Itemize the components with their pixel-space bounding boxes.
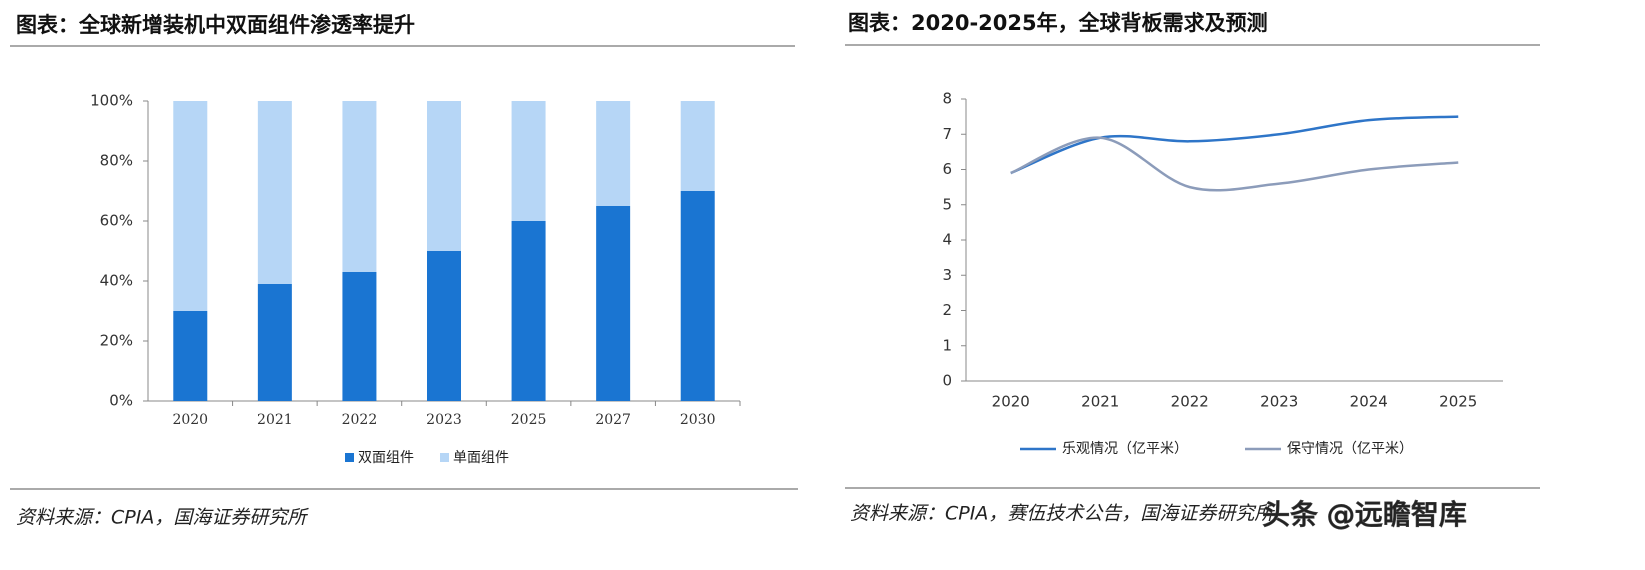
bar-segment: [680, 191, 715, 401]
x-tick-label: 2021: [257, 412, 293, 428]
legend-label: 乐观情况（亿平米）: [1062, 441, 1188, 457]
y-tick-label: 2: [942, 301, 952, 319]
legend-label: 单面组件: [453, 450, 509, 466]
x-tick-label: 2022: [342, 412, 378, 428]
source: 资料来源：CPIA，国海证券研究所: [16, 507, 309, 529]
watermark: 头条 @远瞻智库: [1262, 498, 1467, 531]
x-tick-label: 2024: [1350, 393, 1388, 411]
legend-label: 双面组件: [358, 450, 414, 466]
x-tick-label: 2027: [595, 412, 631, 428]
legend-label: 保守情况（亿平米）: [1287, 441, 1413, 457]
y-tick-label: 1: [942, 336, 952, 354]
bar-segment: [511, 221, 546, 401]
bar-segment: [427, 251, 461, 401]
y-tick-label: 3: [942, 266, 952, 284]
x-tick-label: 2022: [1171, 393, 1209, 411]
bar-segment: [511, 101, 546, 221]
bar-segment: [342, 272, 377, 401]
chart-title: 图表：2020-2025年，全球背板需求及预测: [848, 11, 1268, 35]
y-tick-label: 6: [942, 160, 952, 178]
y-tick-label: 20%: [100, 332, 133, 350]
x-tick-label: 2020: [172, 412, 208, 428]
line-series: [1010, 115, 1459, 175]
bar-segment: [342, 101, 377, 272]
bar-segment: [596, 206, 631, 401]
y-tick-label: 80%: [100, 152, 133, 170]
y-tick-label: 60%: [100, 212, 133, 230]
bar-segment: [427, 101, 461, 251]
chart-title: 图表：全球新增装机中双面组件渗透率提升: [16, 13, 415, 37]
y-tick-label: 8: [942, 90, 952, 108]
x-tick-label: 2021: [1081, 393, 1119, 411]
y-tick-label: 5: [942, 195, 952, 213]
legend-swatch: [440, 453, 449, 462]
y-tick-label: 0: [942, 372, 952, 390]
x-tick-label: 2030: [680, 412, 716, 428]
x-tick-label: 2025: [1439, 393, 1477, 411]
legend-swatch: [345, 453, 354, 462]
source: 资料来源：CPIA，赛伍技术公告，国海证券研究所: [850, 503, 1276, 525]
bar-segment: [173, 311, 208, 401]
x-tick-label: 2023: [426, 412, 462, 428]
bar-segment: [257, 284, 292, 401]
y-tick-label: 7: [942, 125, 952, 143]
y-tick-label: 4: [942, 231, 952, 249]
y-tick-label: 0%: [109, 392, 133, 410]
y-tick-label: 100%: [90, 92, 133, 110]
y-tick-label: 40%: [100, 272, 133, 290]
x-tick-label: 2025: [511, 412, 547, 428]
bar-segment: [173, 101, 208, 311]
bar-segment: [257, 101, 292, 284]
line-series: [1010, 136, 1459, 192]
x-tick-label: 2023: [1260, 393, 1298, 411]
x-tick-label: 2020: [992, 393, 1030, 411]
bar-segment: [680, 101, 715, 191]
bar-segment: [596, 101, 631, 206]
